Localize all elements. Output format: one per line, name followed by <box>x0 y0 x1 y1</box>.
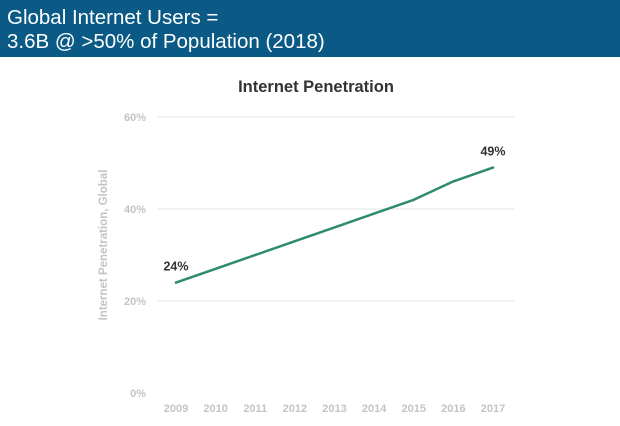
x-tick-label: 2014 <box>362 403 387 415</box>
x-tick-label: 2015 <box>402 403 426 415</box>
y-tick-label: 20% <box>124 296 146 308</box>
y-axis-label: Internet Penetration, Global <box>98 170 110 321</box>
x-tick-label: 2010 <box>203 403 227 415</box>
data-point <box>333 226 336 229</box>
y-tick-label: 60% <box>124 112 146 124</box>
x-tick-label: 2017 <box>481 403 505 415</box>
x-tick-label: 2012 <box>283 403 307 415</box>
y-tick-label: 0% <box>130 388 146 400</box>
series-line <box>174 166 495 284</box>
data-label: 24% <box>163 260 188 274</box>
data-point <box>293 240 297 243</box>
x-tick-label: 2016 <box>441 403 465 415</box>
header-title-line-2: 3.6B @ >50% of Population (2018) <box>7 30 325 53</box>
slide-header: Global Internet Users = 3.6B @ >50% of P… <box>0 0 620 57</box>
header-title-line-1: Global Internet Users = <box>7 6 219 29</box>
chart-title: Internet Penetration <box>238 78 394 96</box>
data-point <box>254 253 257 257</box>
data-point <box>372 212 376 215</box>
data-point <box>214 267 217 270</box>
data-point <box>412 198 415 201</box>
data-point <box>452 180 455 183</box>
x-tick-label: 2013 <box>322 403 346 415</box>
data-point <box>491 166 495 169</box>
y-tick-label: 40% <box>124 204 146 216</box>
data-label: 49% <box>480 145 505 159</box>
x-tick-label: 2011 <box>243 403 267 415</box>
data-point <box>174 281 178 284</box>
x-tick-label: 2009 <box>164 403 188 415</box>
